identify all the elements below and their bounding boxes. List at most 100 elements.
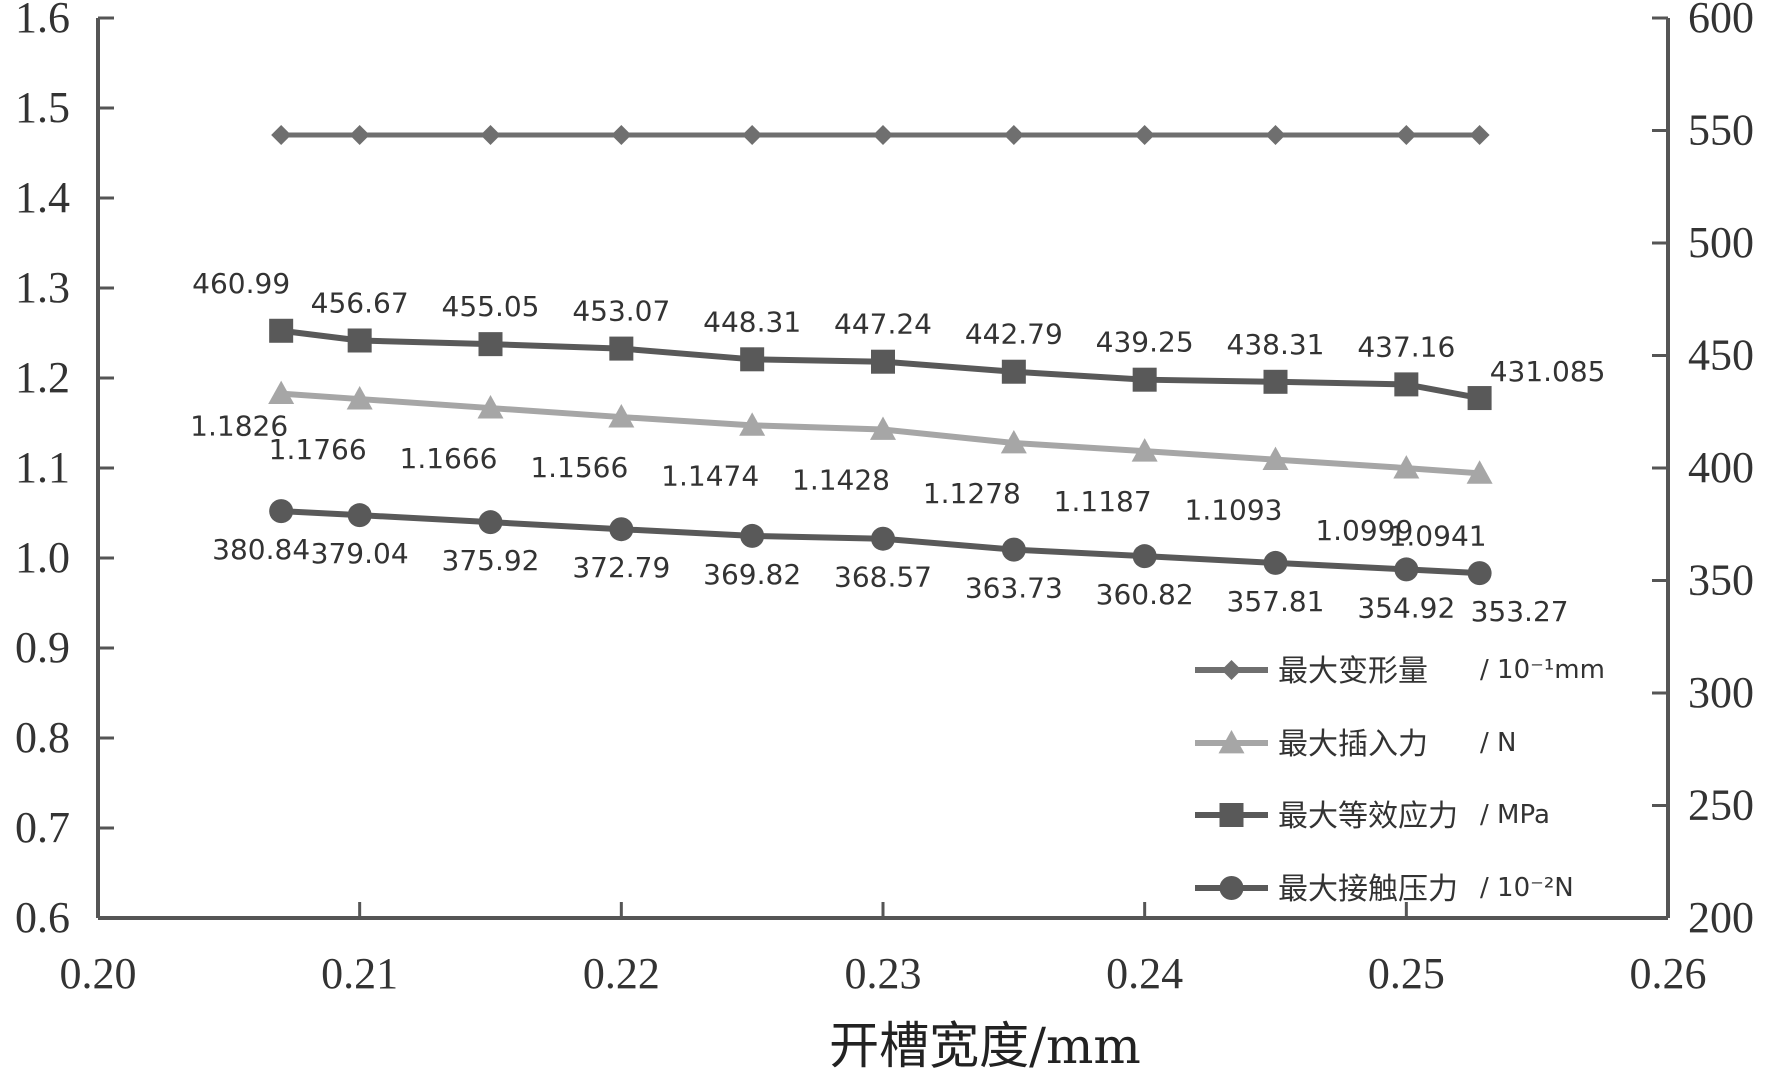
y-right-tick-label: 400 <box>1688 443 1754 492</box>
y-left-tick-label: 0.8 <box>15 713 70 762</box>
y-left-tick-label: 0.6 <box>15 893 70 942</box>
data-point <box>349 125 370 145</box>
data-point <box>268 380 295 405</box>
data-label: 1.1826 <box>190 410 288 443</box>
data-label: 439.25 <box>1096 326 1194 359</box>
data-label: 456.67 <box>311 286 409 319</box>
y-right-tick-label: 450 <box>1688 331 1754 380</box>
data-point <box>1001 537 1026 562</box>
data-label: 438.31 <box>1227 328 1325 361</box>
y-right-tick-label: 600 <box>1688 0 1754 42</box>
series-1 <box>271 125 1490 145</box>
data-point <box>871 349 895 374</box>
data-point <box>871 526 895 551</box>
data-point <box>609 336 634 361</box>
x-tick-label: 0.23 <box>845 949 922 998</box>
data-point <box>1262 446 1289 471</box>
data-point <box>1394 372 1419 397</box>
legend-item-4: 最大接触压力 / 10⁻²N <box>1195 872 1574 907</box>
data-label: 354.92 <box>1357 591 1455 624</box>
legend-item-3: 最大等效应力 / MPa <box>1195 799 1550 834</box>
legend-marker <box>1219 803 1244 827</box>
y-left-tick-label: 1.5 <box>15 83 70 132</box>
data-label: 455.05 <box>442 290 540 323</box>
y-left-tick-label: 1.4 <box>15 173 70 222</box>
data-point <box>269 318 294 343</box>
legend-marker <box>1221 660 1242 680</box>
data-point <box>478 510 503 535</box>
x-tick-label: 0.20 <box>60 949 137 998</box>
data-point <box>477 395 504 419</box>
y-left-tick-label: 1.1 <box>15 443 70 492</box>
data-label: 357.81 <box>1227 585 1325 618</box>
data-point <box>1001 359 1026 384</box>
data-label: 1.1428 <box>792 463 890 496</box>
legend: 最大变形量 / 10⁻¹mm 最大插入力 / N 最大等效应力 / MPa 最大接触压力 / … <box>1195 654 1605 907</box>
legend-marker <box>1218 730 1245 754</box>
y-left-tick-label: 0.9 <box>15 623 70 672</box>
legend-unit: / MPa <box>1480 800 1550 830</box>
data-point <box>740 347 765 372</box>
series-3: 460.99 456.67 455.05 453.07 448.31 447.24 442.… <box>192 267 1605 411</box>
data-point <box>1394 557 1419 582</box>
x-axis-label: 开槽宽度/mm <box>829 1017 1141 1075</box>
x-tick-label: 0.24 <box>1106 949 1183 998</box>
data-label: 1.1666 <box>400 442 498 475</box>
data-point <box>1003 125 1024 145</box>
y-left-tick-label: 1.2 <box>15 353 70 402</box>
y-left-tick-label: 1.3 <box>15 263 70 312</box>
legend-item-1: 最大变形量 / 10⁻¹mm <box>1195 654 1605 689</box>
data-label: 437.16 <box>1357 330 1455 363</box>
data-point <box>1469 125 1490 145</box>
data-label: 1.0941 <box>1389 519 1487 552</box>
data-point <box>608 404 635 428</box>
data-point <box>873 125 893 145</box>
x-tick-label: 0.21 <box>321 949 398 998</box>
data-point <box>1000 429 1027 454</box>
data-point <box>347 503 372 528</box>
data-label: 380.84 <box>212 533 310 566</box>
data-label: 372.79 <box>572 551 670 584</box>
y-right-tick-label: 500 <box>1688 218 1754 267</box>
data-point <box>1396 125 1417 145</box>
data-point <box>1265 125 1286 145</box>
y-right-tick-label: 350 <box>1688 556 1754 605</box>
legend-label: 最大插入力 <box>1278 727 1428 762</box>
data-point <box>1132 367 1157 392</box>
data-label: 447.24 <box>834 308 932 341</box>
data-label: 1.1093 <box>1185 494 1283 527</box>
data-point <box>478 332 503 357</box>
legend-label: 最大变形量 <box>1278 654 1428 689</box>
data-point <box>739 412 766 436</box>
legend-label: 最大等效应力 <box>1278 799 1458 834</box>
data-label: 448.31 <box>703 305 801 338</box>
x-tick-label: 0.26 <box>1630 949 1707 998</box>
data-label: 1.0999 <box>1315 514 1413 547</box>
data-label: 353.27 <box>1471 595 1569 628</box>
y-left-tick-label: 1.0 <box>15 533 70 582</box>
legend-unit: / 10⁻¹mm <box>1480 655 1605 685</box>
y-left-tick-label: 1.6 <box>15 0 70 42</box>
data-point <box>1466 460 1493 484</box>
legend-unit: / 10⁻²N <box>1480 873 1574 903</box>
data-point <box>740 523 765 548</box>
data-point <box>1263 550 1288 575</box>
y-right-tick-label: 300 <box>1688 668 1754 717</box>
data-point <box>742 125 763 145</box>
data-label: 360.82 <box>1096 578 1194 611</box>
data-label: 375.92 <box>442 544 540 577</box>
legend-item-2: 最大插入力 / N <box>1195 727 1516 762</box>
data-point <box>1393 455 1420 479</box>
data-label: 1.1474 <box>661 459 759 492</box>
data-label: 453.07 <box>572 295 670 328</box>
x-tick-label: 0.25 <box>1368 949 1445 998</box>
axes: 1.6 1.5 1.4 1.3 1.2 1.1 1.0 0.9 0.8 0.7 0.6 600 550 5… <box>15 0 1754 998</box>
data-point <box>346 386 373 410</box>
data-label: 363.73 <box>965 572 1063 605</box>
y-right-tick-label: 200 <box>1688 893 1754 942</box>
y-right-tick-label: 550 <box>1688 106 1754 155</box>
data-point <box>1263 369 1288 394</box>
data-label: 368.57 <box>834 561 932 594</box>
